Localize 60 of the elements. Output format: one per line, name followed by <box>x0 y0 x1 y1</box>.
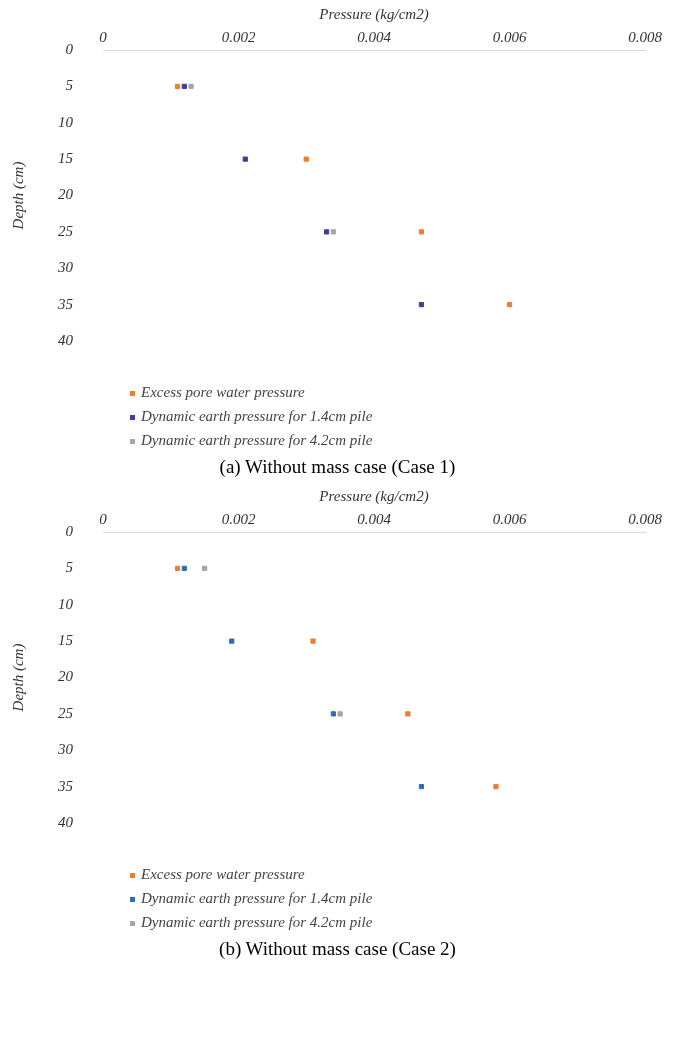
x-tick-label: 0.004 <box>357 28 392 45</box>
point <box>506 302 513 308</box>
point <box>303 156 309 162</box>
y-tick-label: 40 <box>58 331 74 348</box>
point <box>242 156 248 162</box>
point <box>418 229 425 235</box>
legend-label: Excess pore water pressure <box>140 383 306 402</box>
point <box>405 711 411 717</box>
x-tick-label: 0.002 <box>221 510 256 527</box>
text: (b) Without mass case (Case 2) <box>218 937 457 961</box>
point <box>181 83 187 89</box>
point <box>310 638 316 644</box>
y-tick-label: 0 <box>65 40 74 57</box>
y-tick-label: 25 <box>58 704 74 721</box>
legend-label: Excess pore water pressure <box>140 865 306 884</box>
point <box>229 638 235 644</box>
x-tick-label: 0.002 <box>221 28 256 45</box>
x-tick-label: 0 <box>99 510 108 527</box>
legend-label: Dynamic earth pressure for 1.4cm pile <box>140 889 374 908</box>
y-tick-label: 0 <box>65 522 74 539</box>
x-tick-label: 0.008 <box>628 510 663 527</box>
point <box>493 784 499 790</box>
legend-label: Dynamic earth pressure for 1.4cm pile <box>140 407 374 426</box>
y-tick-label: 10 <box>58 113 74 130</box>
x-axis-title: Pressure (kg/cm2) <box>318 5 429 23</box>
y-tick-label: 15 <box>58 632 74 649</box>
y-tick-label: 15 <box>58 150 74 167</box>
point <box>174 565 181 571</box>
y-tick-label: 25 <box>58 222 74 239</box>
text: (a) Without mass case (Case 1) <box>218 455 457 479</box>
legend-label: Dynamic earth pressure for 4.2cm pile <box>140 431 374 450</box>
y-tick-label: 40 <box>58 813 74 830</box>
point <box>330 229 336 235</box>
y-tick-label: 35 <box>57 295 74 312</box>
point <box>330 711 336 717</box>
y-tick-label: 20 <box>58 186 74 203</box>
y-tick-label: 30 <box>57 259 74 276</box>
point <box>418 784 425 790</box>
x-tick-label: 0.008 <box>628 28 663 45</box>
x-tick-label: 0.006 <box>492 28 527 45</box>
x-tick-label: 0.006 <box>492 510 527 527</box>
point <box>188 83 194 89</box>
point <box>202 565 208 571</box>
y-tick-label: 35 <box>57 777 74 794</box>
x-tick-label: 0 <box>99 28 108 45</box>
y-tick-label: 20 <box>58 668 74 685</box>
y-tick-label: 10 <box>58 595 74 612</box>
y-tick-label: 5 <box>65 559 74 576</box>
x-tick-label: 0.004 <box>357 510 392 527</box>
y-tick-label: 5 <box>65 77 74 94</box>
point <box>181 565 187 571</box>
point <box>337 711 343 717</box>
point <box>174 83 181 89</box>
y-axis-title: Depth (cm) <box>9 643 27 713</box>
y-axis-title: Depth (cm) <box>9 161 27 231</box>
x-axis-title: Pressure (kg/cm2) <box>318 487 429 505</box>
y-tick-label: 30 <box>57 741 74 758</box>
point <box>323 229 330 235</box>
legend-label: Dynamic earth pressure for 4.2cm pile <box>140 913 374 932</box>
point <box>418 302 425 308</box>
